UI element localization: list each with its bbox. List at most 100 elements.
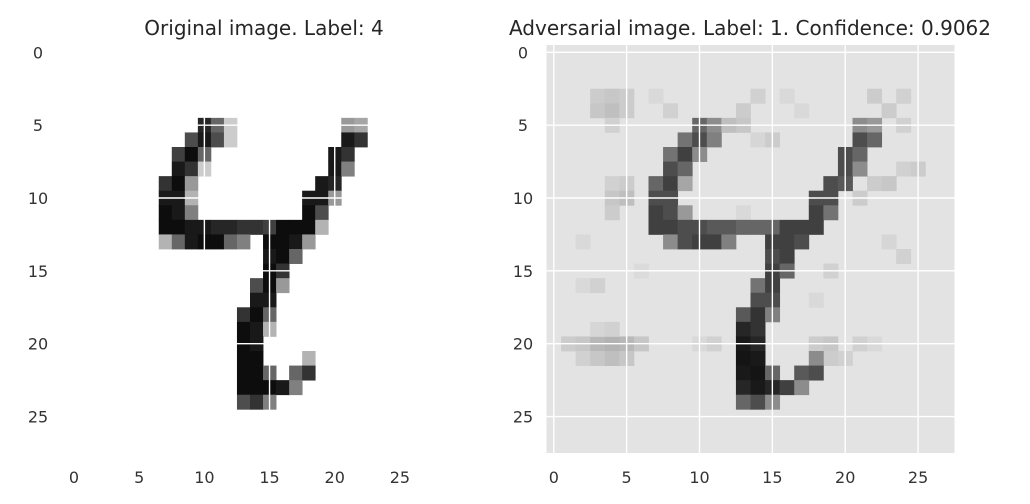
- pixel-cell: [663, 205, 679, 221]
- pixel-cell: [158, 176, 173, 192]
- pixel-cell: [750, 351, 766, 366]
- pixel-cell: [823, 351, 839, 366]
- pixel-cell: [250, 394, 264, 410]
- pixel-cell: [663, 219, 679, 235]
- adversarial-image-grid: [546, 45, 955, 453]
- pixel-cell: [896, 161, 912, 177]
- pixel-cell: [867, 88, 883, 104]
- pixel-cell: [276, 234, 290, 250]
- x-tick-label: 5: [134, 468, 144, 487]
- pixel-cell: [171, 147, 186, 162]
- y-tick-label: 10: [28, 189, 48, 208]
- pixel-cell: [575, 351, 591, 366]
- pixel-cell: [735, 394, 751, 410]
- pixel-cell: [677, 161, 693, 177]
- pixel-cell: [590, 278, 606, 294]
- pixel-cell: [735, 321, 751, 337]
- pixel-cell: [706, 234, 722, 250]
- pixel-cell: [779, 249, 795, 264]
- pixel-cell: [750, 380, 766, 396]
- panel-title-original: Original image. Label: 4: [144, 16, 383, 40]
- pixel-cell: [250, 351, 264, 366]
- pixel-cell: [823, 176, 839, 192]
- pixel-cell: [750, 307, 766, 323]
- pixel-cell: [171, 161, 186, 177]
- pixel-cell: [184, 161, 199, 177]
- original-image-y-ticks: 0 5 10 15 20 25: [28, 43, 48, 426]
- pixel-cell: [604, 88, 620, 104]
- pixel-cell: [896, 88, 912, 104]
- pixel-cell: [158, 234, 173, 250]
- pixel-cell: [236, 321, 251, 337]
- pixel-cell: [750, 132, 766, 148]
- pixel-cell: [184, 176, 199, 192]
- pixel-cell: [575, 278, 591, 294]
- pixel-cell: [250, 380, 264, 396]
- pixel-cell: [808, 351, 824, 366]
- pixel-cell: [236, 219, 251, 235]
- pixel-cell: [852, 147, 868, 162]
- pixel-cell: [663, 176, 679, 192]
- y-tick-label: 10: [513, 189, 533, 208]
- pixel-cell: [735, 205, 751, 221]
- pixel-cell: [250, 307, 264, 323]
- pixel-cell: [276, 219, 290, 235]
- pixel-cell: [721, 219, 737, 235]
- pixel-cell: [575, 234, 591, 250]
- y-tick-label: 20: [513, 335, 533, 354]
- pixel-cell: [794, 234, 810, 250]
- pixel-cell: [750, 219, 766, 235]
- pixel-cell: [677, 219, 693, 235]
- pixel-cell: [289, 234, 303, 250]
- x-tick-label: 15: [762, 468, 782, 487]
- pixel-cell: [881, 234, 897, 250]
- pixel-cell: [223, 219, 238, 235]
- pixel-cell: [184, 147, 199, 162]
- pixel-cell: [808, 205, 824, 221]
- pixel-cell: [794, 103, 810, 119]
- pixel-cell: [184, 205, 199, 221]
- pixel-cell: [779, 380, 795, 396]
- y-tick-label: 25: [28, 408, 48, 427]
- pixel-cell: [735, 380, 751, 396]
- pixel-cell: [750, 365, 766, 381]
- pixel-cell: [648, 205, 664, 221]
- x-tick-label: 10: [689, 468, 709, 487]
- adversarial-image-panel: Adversarial image. Label: 1. Confidence:…: [509, 16, 991, 487]
- pixel-cell: [794, 380, 810, 396]
- pixel-cell: [289, 365, 303, 381]
- pixel-cell: [663, 161, 679, 177]
- pixel-cell: [867, 176, 883, 192]
- pixel-cell: [677, 176, 693, 192]
- pixel-cell: [250, 321, 264, 337]
- pixel-cell: [250, 365, 264, 381]
- y-tick-label: 5: [518, 116, 528, 135]
- pixel-cell: [236, 234, 251, 250]
- pixel-cell: [184, 132, 199, 148]
- x-tick-label: 15: [259, 468, 279, 487]
- pixel-cell: [236, 380, 251, 396]
- pixel-cell: [236, 351, 251, 366]
- pixel-cell: [590, 351, 606, 366]
- pixel-cell: [250, 219, 264, 235]
- pixel-cell: [735, 307, 751, 323]
- panel-title-adversarial: Adversarial image. Label: 1. Confidence:…: [509, 16, 991, 40]
- pixel-cell: [289, 249, 303, 264]
- pixel-cell: [354, 132, 368, 148]
- original-image-x-ticks: 0 5 10 15 20 25: [69, 468, 410, 487]
- y-tick-label: 25: [513, 408, 533, 427]
- x-tick-label: 0: [549, 468, 559, 487]
- pixel-cell: [302, 351, 316, 366]
- pixel-cell: [706, 132, 722, 148]
- pixel-cell: [896, 249, 912, 264]
- pixel-cell: [171, 176, 186, 192]
- pixel-cell: [604, 103, 620, 119]
- pixel-cell: [750, 292, 766, 308]
- pixel-cell: [276, 249, 290, 264]
- original-image-panel: Original image. Label: 4 0 5 10 15 20 25 0 5 10…: [28, 16, 433, 487]
- pixel-cell: [171, 219, 186, 235]
- original-image-grid: [67, 45, 433, 453]
- pixel-cell: [590, 88, 606, 104]
- y-tick-label: 15: [513, 262, 533, 281]
